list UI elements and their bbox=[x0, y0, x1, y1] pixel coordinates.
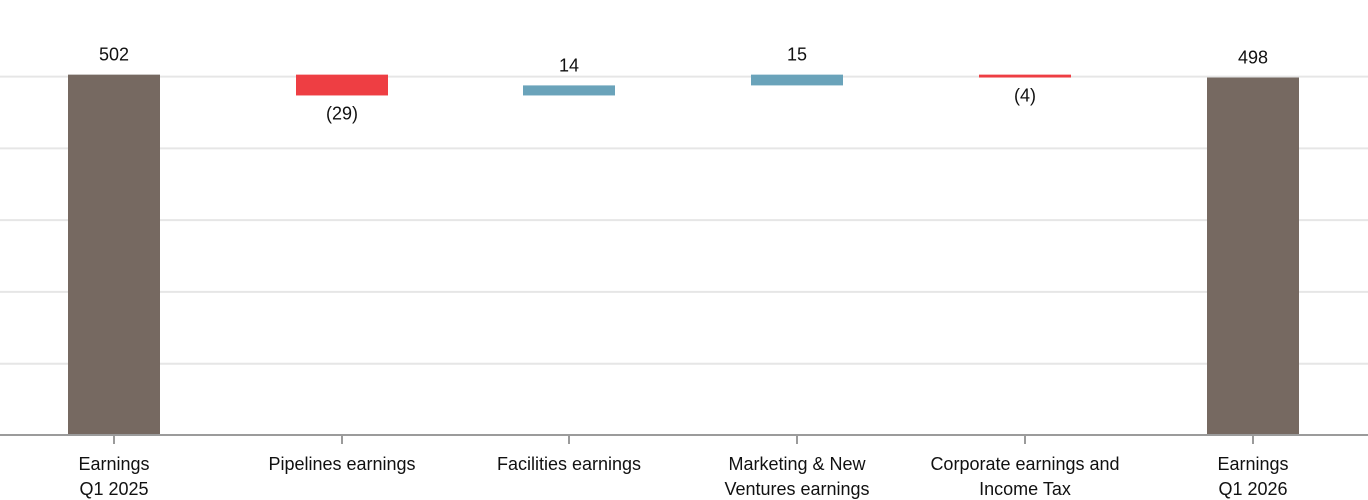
x-axis-ticks bbox=[113, 435, 1254, 444]
category-label-3: Facilities earnings bbox=[497, 454, 641, 474]
bar-3-increase bbox=[523, 85, 615, 96]
category-label-line: Pipelines earnings bbox=[268, 454, 415, 474]
category-label-6: Earnings Q1 2026 bbox=[1217, 454, 1288, 499]
category-labels: Earnings Q1 2025 Pipelines earnings Facilit… bbox=[78, 454, 1288, 499]
category-label-line: Facilities earnings bbox=[497, 454, 641, 474]
category-label-5: Corporate earnings and Income Tax bbox=[930, 454, 1119, 499]
category-label-line: Corporate earnings and bbox=[930, 454, 1119, 474]
value-label-2: (29) bbox=[326, 103, 358, 123]
category-label-line: Earnings bbox=[1217, 454, 1288, 474]
category-label-2: Pipelines earnings bbox=[268, 454, 415, 474]
value-label-5: (4) bbox=[1014, 86, 1036, 106]
category-label-line: Earnings bbox=[78, 454, 149, 474]
category-label-line: Marketing & New bbox=[728, 454, 866, 474]
bar-5-decrease bbox=[979, 74, 1071, 78]
bar-4-increase bbox=[751, 74, 843, 86]
bar-1-total bbox=[68, 74, 160, 435]
value-label-6: 498 bbox=[1238, 48, 1268, 68]
category-label-1: Earnings Q1 2025 bbox=[78, 454, 149, 499]
value-label-1: 502 bbox=[99, 45, 129, 65]
bars bbox=[68, 74, 1299, 435]
value-labels: 502 (29) 14 15 (4) 498 bbox=[99, 45, 1268, 124]
gridlines bbox=[0, 75, 1368, 365]
category-label-line: Q1 2025 bbox=[79, 479, 148, 499]
value-label-4: 15 bbox=[787, 45, 807, 65]
value-label-3: 14 bbox=[559, 55, 579, 75]
category-label-line: Q1 2026 bbox=[1218, 479, 1287, 499]
category-label-line: Income Tax bbox=[979, 479, 1071, 499]
bar-6-total bbox=[1207, 77, 1299, 435]
bar-2-decrease bbox=[296, 74, 388, 96]
category-label-4: Marketing & New Ventures earnings bbox=[724, 454, 869, 499]
category-label-line: Ventures earnings bbox=[724, 479, 869, 499]
